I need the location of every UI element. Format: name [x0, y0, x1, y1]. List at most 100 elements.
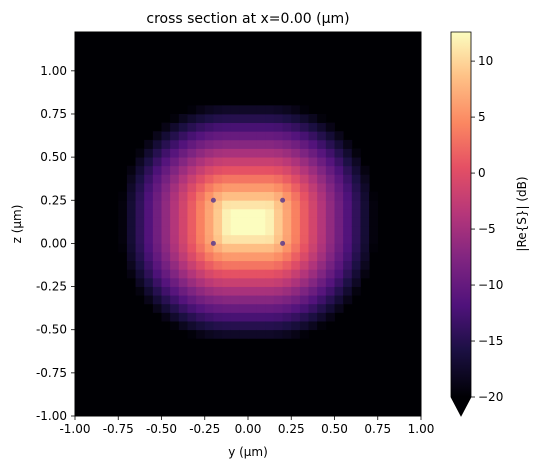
heatmap-cell — [196, 243, 206, 253]
heatmap-cell — [152, 183, 162, 193]
heatmap-cell — [334, 252, 344, 262]
heatmap-cell — [265, 252, 275, 262]
heatmap-cell — [178, 252, 188, 262]
heatmap-cell — [178, 260, 188, 270]
heatmap-cell — [248, 226, 258, 236]
heatmap-cell — [152, 234, 162, 244]
heatmap-cell — [291, 122, 301, 132]
heatmap-cell — [178, 295, 188, 305]
heatmap-cell — [144, 252, 154, 262]
heatmap-cell — [144, 277, 154, 287]
heatmap-cell — [178, 243, 188, 253]
heatmap-cell — [256, 157, 266, 167]
heatmap-cell — [256, 260, 266, 270]
heatmap-cell — [230, 148, 240, 158]
heatmap-cell — [273, 183, 283, 193]
heatmap-cell — [222, 131, 232, 141]
heatmap-cell — [299, 200, 309, 210]
heatmap-cell — [144, 217, 154, 227]
heatmap-cell — [222, 139, 232, 149]
heatmap-cell — [325, 183, 335, 193]
heatmap-cell — [152, 295, 162, 305]
heatmap-cell — [204, 321, 214, 331]
heatmap-cell — [204, 131, 214, 141]
heatmap-cell — [248, 243, 258, 253]
heatmap-cell — [317, 269, 327, 279]
heatmap-cell — [170, 260, 180, 270]
heatmap-cell — [170, 139, 180, 149]
heatmap-cell — [152, 252, 162, 262]
heatmap-cell — [161, 312, 171, 322]
heatmap-cell — [256, 165, 266, 175]
heatmap-cell — [299, 105, 309, 115]
heatmap-cell — [265, 200, 275, 210]
heatmap-cell — [126, 217, 136, 227]
heatmap-cell — [170, 113, 180, 124]
heatmap-cell — [291, 113, 301, 124]
heatmap-cell — [308, 234, 318, 244]
heatmap-cell — [369, 226, 379, 236]
heatmap-cell — [161, 243, 171, 253]
heatmap-cell — [196, 234, 206, 244]
heatmap-cell — [161, 122, 171, 132]
heatmap-cell — [135, 260, 145, 270]
heatmap-cell — [256, 329, 266, 339]
heatmap-cell — [213, 113, 223, 124]
heatmap-cell — [178, 269, 188, 279]
heatmap-cell — [118, 243, 128, 253]
heatmap-cell — [265, 329, 275, 339]
heatmap-cell — [178, 191, 188, 201]
heatmap-cell — [152, 217, 162, 227]
heatmap-cell — [230, 329, 240, 339]
heatmap-cell — [308, 131, 318, 141]
heatmap-cell — [196, 269, 206, 279]
heatmap-cell — [204, 200, 214, 210]
heatmap-cell — [196, 217, 206, 227]
heatmap-cell — [291, 131, 301, 141]
heatmap-cell — [299, 243, 309, 253]
heatmap-cell — [369, 234, 379, 244]
heatmap-cell — [152, 277, 162, 287]
heatmap-cell — [291, 174, 301, 184]
heatmap-cell — [291, 208, 301, 218]
heatmap-cell — [170, 269, 180, 279]
x-tick-label: -0.25 — [189, 422, 220, 436]
y-axis-label: z (μm) — [10, 205, 24, 244]
heatmap-cell — [265, 243, 275, 253]
heatmap-cell — [126, 191, 136, 201]
heatmap-cell — [325, 269, 335, 279]
heatmap-cell — [317, 148, 327, 158]
heatmap-cell — [187, 183, 197, 193]
heatmap-cell — [161, 295, 171, 305]
heatmap-cell — [222, 243, 232, 253]
heatmap-cell — [273, 174, 283, 184]
heatmap-cell — [170, 252, 180, 262]
heatmap-cell — [161, 208, 171, 218]
heatmap-cell — [239, 234, 249, 244]
y-tick-label: 0.50 — [40, 150, 67, 164]
heatmap-cell — [273, 113, 283, 124]
y-tick-label: 0.75 — [40, 107, 67, 121]
heatmap-cell — [265, 122, 275, 132]
heatmap-cell — [135, 226, 145, 236]
heatmap-cell — [299, 139, 309, 149]
heatmap-cell — [161, 286, 171, 296]
heatmap-cell — [343, 234, 353, 244]
heatmap-cell — [152, 131, 162, 141]
heatmap-cell — [213, 122, 223, 132]
heatmap-cell — [351, 165, 361, 175]
heatmap-cell — [325, 303, 335, 313]
heatmap-cell — [230, 131, 240, 141]
heatmap-cell — [265, 286, 275, 296]
heatmap-cell — [239, 260, 249, 270]
heatmap-cell — [351, 277, 361, 287]
heatmap-cell — [161, 191, 171, 201]
heatmap-cell — [248, 277, 258, 287]
heatmap-cell — [360, 183, 370, 193]
heatmap-cell — [360, 243, 370, 253]
heatmap-cell — [144, 191, 154, 201]
heatmap-cell — [170, 208, 180, 218]
heatmap-cell — [282, 295, 292, 305]
heatmap-cell — [351, 217, 361, 227]
heatmap-cell — [282, 329, 292, 339]
